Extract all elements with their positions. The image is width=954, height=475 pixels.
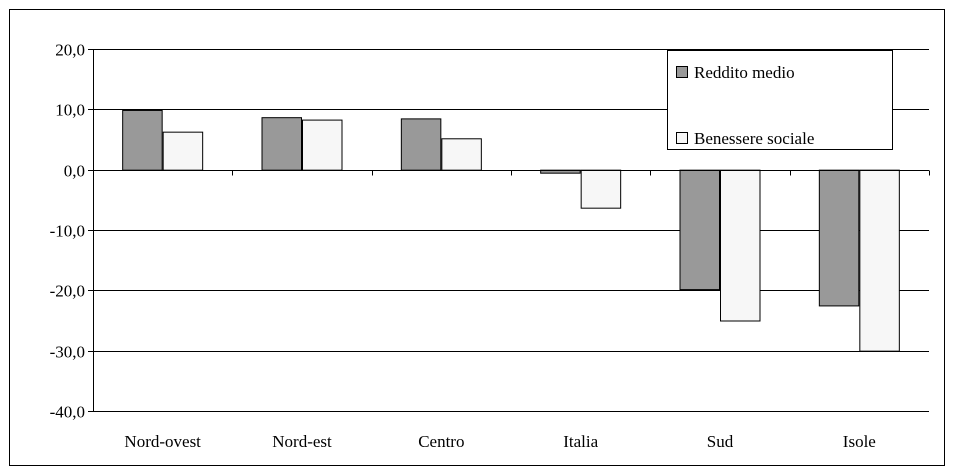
bar-benessere-sociale — [720, 169, 761, 322]
bar-benessere-sociale — [162, 131, 204, 171]
y-tick-label: -20,0 — [50, 282, 85, 301]
bar-reddito-medio — [122, 109, 163, 171]
bars — [122, 109, 900, 352]
y-tick-label: -10,0 — [50, 222, 85, 241]
x-tick-labels: Nord-ovest Nord-est Centro Italia Sud Isole — [124, 432, 875, 451]
legend: Reddito medio Benessere sociale — [667, 50, 893, 150]
bar-reddito-medio — [400, 118, 442, 171]
x-tick-label: Centro — [418, 432, 464, 451]
bar-benessere-sociale — [302, 119, 343, 171]
axes — [88, 49, 930, 412]
bar-reddito-medio — [679, 169, 720, 291]
x-tick-label: Sud — [707, 432, 734, 451]
bar-benessere-sociale — [580, 169, 622, 209]
y-tick-label: -40,0 — [50, 403, 85, 422]
legend-swatch-benessere-sociale — [676, 132, 688, 144]
bar-reddito-medio — [261, 117, 302, 171]
x-tick-label: Isole — [843, 432, 876, 451]
bar-benessere-sociale — [859, 169, 900, 352]
legend-swatch-reddito-medio — [676, 66, 688, 78]
x-tick-label: Nord-ovest — [124, 432, 201, 451]
x-tick-label: Nord-est — [272, 432, 332, 451]
bar-reddito-medio — [818, 169, 860, 307]
y-tick-label: 10,0 — [55, 101, 85, 120]
y-tick-label: 0,0 — [64, 162, 85, 181]
y-tick-label: -30,0 — [50, 343, 85, 362]
legend-label-reddito-medio: Reddito medio — [694, 63, 795, 82]
y-tick-label: 20,0 — [55, 41, 85, 60]
y-tick-labels: 20,0 10,0 0,0 -10,0 -20,0 -30,0 -40,0 — [50, 41, 85, 422]
bar-benessere-sociale — [441, 138, 482, 171]
x-tick-label: Italia — [563, 432, 598, 451]
legend-label-benessere-sociale: Benessere sociale — [694, 129, 814, 148]
legend-box — [667, 50, 893, 150]
